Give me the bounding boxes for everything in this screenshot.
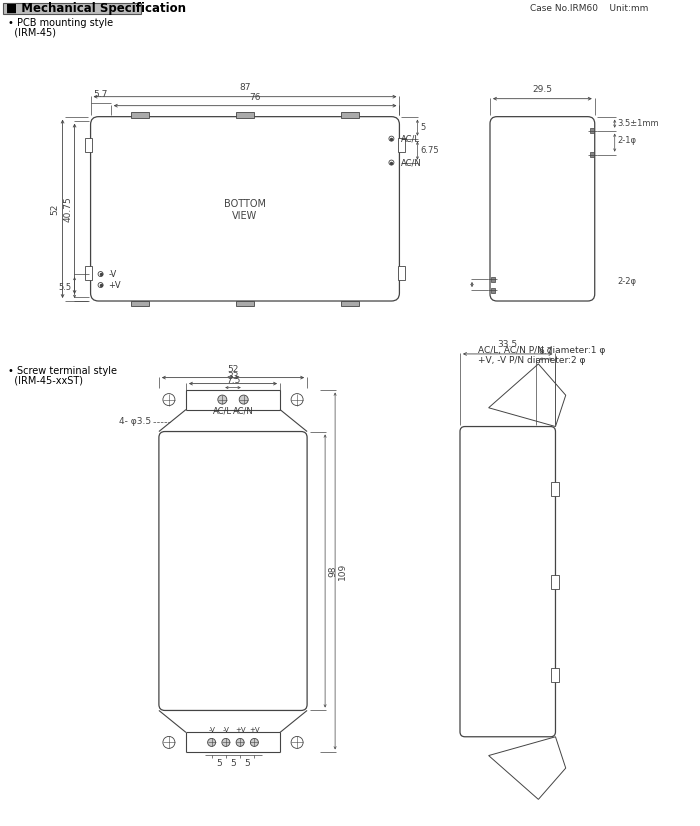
Text: BOTTOM: BOTTOM	[224, 199, 266, 209]
Bar	[398, 266, 405, 280]
FancyBboxPatch shape	[159, 431, 307, 710]
Circle shape	[236, 738, 244, 747]
Bar	[342, 301, 359, 306]
Text: 5: 5	[244, 759, 250, 768]
Bar	[589, 152, 594, 157]
FancyBboxPatch shape	[90, 116, 400, 301]
Text: 2-1φ: 2-1φ	[617, 136, 637, 145]
Text: 98: 98	[328, 565, 337, 577]
Bar	[85, 138, 92, 152]
FancyBboxPatch shape	[490, 116, 595, 301]
Text: 6.75: 6.75	[421, 146, 439, 155]
Text: (IRM-45-xxST): (IRM-45-xxST)	[8, 376, 83, 386]
Text: -V: -V	[108, 269, 117, 278]
Text: AC/L, AC/N P/N diameter:1 φ: AC/L, AC/N P/N diameter:1 φ	[478, 346, 606, 355]
Text: +V: +V	[249, 728, 260, 733]
Text: AC/N: AC/N	[233, 406, 254, 415]
Circle shape	[389, 136, 394, 141]
Bar	[342, 112, 359, 117]
Bar	[131, 112, 148, 117]
Polygon shape	[489, 737, 566, 800]
Bar	[85, 266, 92, 280]
Text: (IRM-45): (IRM-45)	[8, 27, 56, 37]
Bar	[491, 277, 495, 282]
Bar	[236, 301, 254, 306]
Text: 5: 5	[216, 759, 222, 768]
Text: 33: 33	[228, 372, 239, 381]
Text: 40.75: 40.75	[64, 196, 73, 221]
Circle shape	[389, 160, 394, 165]
Text: 52: 52	[50, 203, 60, 215]
Text: 4- φ3.5: 4- φ3.5	[119, 417, 151, 426]
Text: 3.5±1mm: 3.5±1mm	[617, 119, 659, 128]
Text: 5: 5	[421, 123, 426, 132]
Bar	[491, 287, 495, 292]
Circle shape	[239, 395, 248, 404]
Text: VIEW: VIEW	[232, 211, 258, 221]
Bar	[398, 138, 405, 152]
Text: 87: 87	[239, 83, 251, 92]
Circle shape	[208, 738, 216, 747]
FancyBboxPatch shape	[3, 3, 141, 14]
Circle shape	[163, 737, 175, 748]
Text: • Screw terminal style: • Screw terminal style	[8, 366, 117, 376]
Bar	[131, 301, 148, 306]
Text: AC/L: AC/L	[213, 406, 232, 415]
Text: 76: 76	[249, 93, 261, 102]
Circle shape	[98, 282, 103, 287]
Text: 33.5: 33.5	[498, 340, 518, 349]
Circle shape	[218, 395, 227, 404]
Text: 6.7: 6.7	[539, 347, 553, 356]
Text: 5: 5	[230, 759, 236, 768]
Bar	[552, 667, 559, 681]
Circle shape	[251, 738, 258, 747]
Circle shape	[98, 272, 103, 277]
Polygon shape	[489, 364, 566, 426]
Text: ■ Mechanical Specification: ■ Mechanical Specification	[6, 2, 186, 15]
Bar	[589, 128, 594, 133]
Circle shape	[291, 737, 303, 748]
Bar	[236, 112, 254, 117]
Text: 5.7: 5.7	[94, 90, 108, 98]
Text: +V: +V	[234, 728, 246, 733]
Text: • PCB mounting style: • PCB mounting style	[8, 18, 113, 28]
Circle shape	[163, 393, 175, 406]
Text: AC/N: AC/N	[401, 158, 422, 167]
Text: 2-2φ: 2-2φ	[617, 277, 637, 286]
Bar	[552, 575, 559, 589]
Text: 52: 52	[228, 364, 239, 373]
Text: Case No.IRM60    Unit:mm: Case No.IRM60 Unit:mm	[530, 3, 648, 12]
Text: 109: 109	[338, 563, 347, 580]
Text: AC/L: AC/L	[401, 134, 421, 143]
Circle shape	[291, 393, 303, 406]
Text: -V: -V	[223, 728, 230, 733]
Text: 7.5: 7.5	[226, 376, 240, 385]
Text: +V, -V P/N diameter:2 φ: +V, -V P/N diameter:2 φ	[478, 356, 585, 365]
Bar	[552, 482, 559, 496]
FancyBboxPatch shape	[460, 426, 556, 737]
Circle shape	[222, 738, 230, 747]
Text: -V: -V	[208, 728, 215, 733]
Text: 5.5: 5.5	[59, 283, 71, 292]
Text: 29.5: 29.5	[533, 85, 552, 93]
Text: +V: +V	[108, 281, 121, 290]
